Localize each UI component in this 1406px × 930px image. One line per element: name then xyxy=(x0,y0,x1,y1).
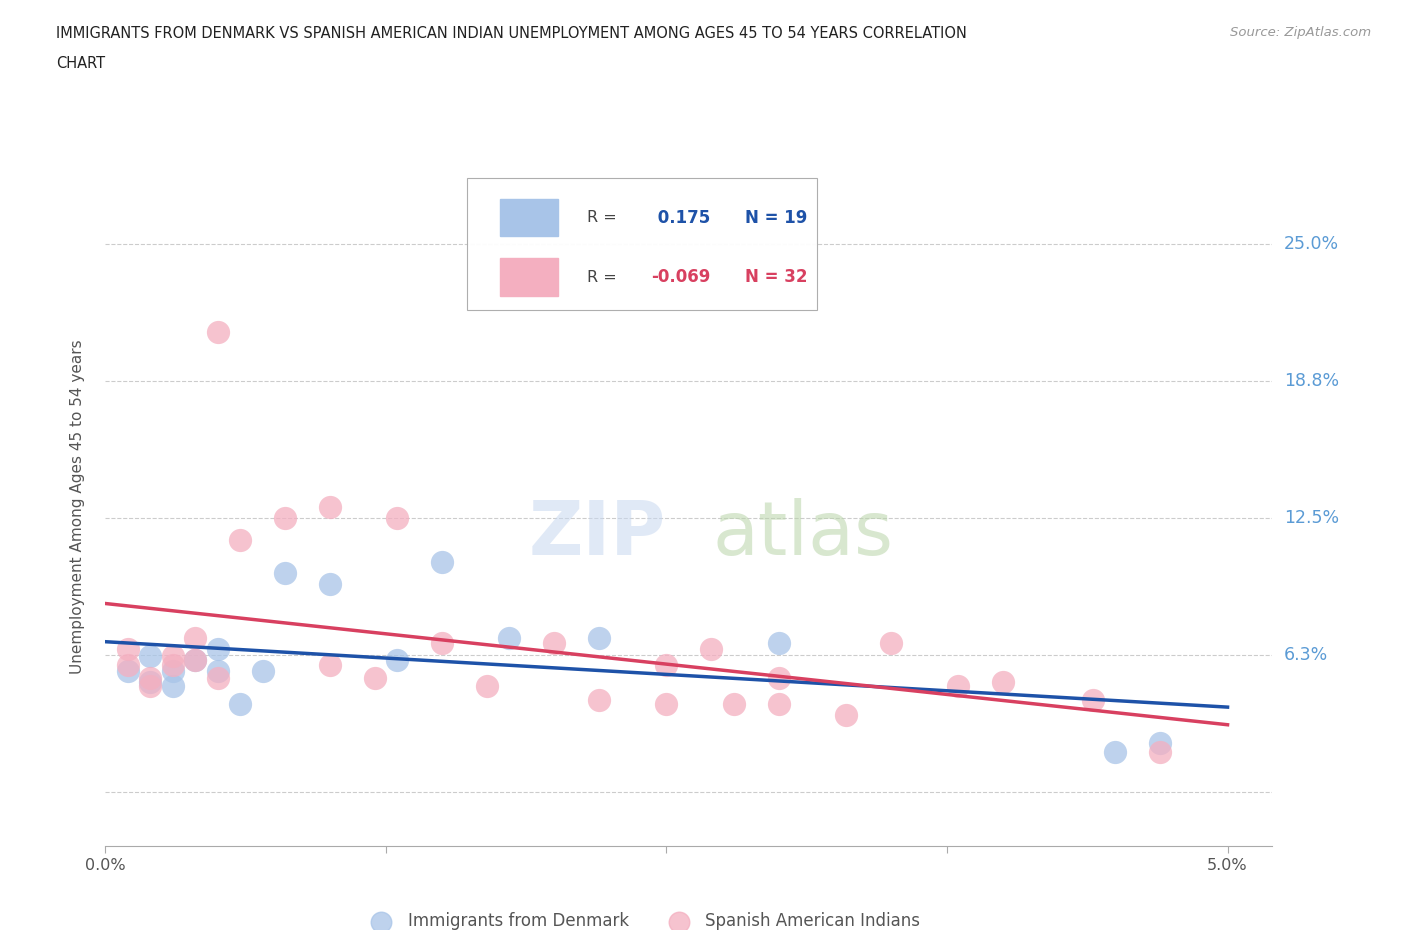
Point xyxy=(274,565,297,580)
Point xyxy=(162,679,184,694)
Text: Source: ZipAtlas.com: Source: ZipAtlas.com xyxy=(1230,26,1371,39)
Point xyxy=(229,532,252,547)
Point xyxy=(768,697,790,711)
Text: R =: R = xyxy=(588,210,617,225)
Point xyxy=(385,653,408,668)
Point xyxy=(207,325,229,339)
Point xyxy=(139,648,162,663)
Point xyxy=(588,631,610,645)
Point xyxy=(319,499,342,514)
Point xyxy=(835,708,858,723)
Point xyxy=(207,642,229,657)
Point xyxy=(252,664,274,679)
Text: 0.175: 0.175 xyxy=(651,208,710,227)
Point xyxy=(588,692,610,707)
Point xyxy=(1104,745,1126,760)
Point xyxy=(184,653,207,668)
Point xyxy=(184,653,207,668)
Point xyxy=(948,679,970,694)
Point xyxy=(385,511,408,525)
Text: CHART: CHART xyxy=(56,56,105,71)
Point xyxy=(184,631,207,645)
Legend: Immigrants from Denmark, Spanish American Indians: Immigrants from Denmark, Spanish America… xyxy=(357,906,927,930)
Point xyxy=(117,664,139,679)
Point xyxy=(117,658,139,672)
Text: IMMIGRANTS FROM DENMARK VS SPANISH AMERICAN INDIAN UNEMPLOYMENT AMONG AGES 45 TO: IMMIGRANTS FROM DENMARK VS SPANISH AMERI… xyxy=(56,26,967,41)
Point xyxy=(319,658,342,672)
Point xyxy=(207,664,229,679)
Text: N = 32: N = 32 xyxy=(745,268,807,286)
Text: 18.8%: 18.8% xyxy=(1284,372,1339,390)
Text: atlas: atlas xyxy=(713,498,893,570)
Text: 6.3%: 6.3% xyxy=(1284,645,1327,664)
Point xyxy=(498,631,520,645)
Point xyxy=(543,635,565,650)
Point xyxy=(364,671,387,685)
Point xyxy=(880,635,903,650)
Point xyxy=(430,635,453,650)
Point xyxy=(274,511,297,525)
Point xyxy=(229,697,252,711)
Point xyxy=(1081,692,1104,707)
Point xyxy=(768,671,790,685)
Point xyxy=(207,671,229,685)
Point xyxy=(768,635,790,650)
Point xyxy=(475,679,498,694)
Point xyxy=(162,658,184,672)
FancyBboxPatch shape xyxy=(467,178,817,310)
Text: 12.5%: 12.5% xyxy=(1284,509,1339,526)
Bar xyxy=(501,259,558,296)
Text: 25.0%: 25.0% xyxy=(1284,235,1339,253)
Point xyxy=(117,642,139,657)
Point xyxy=(655,697,678,711)
Point xyxy=(700,642,723,657)
Point xyxy=(139,679,162,694)
Text: N = 19: N = 19 xyxy=(745,208,807,227)
Point xyxy=(655,658,678,672)
Point xyxy=(139,674,162,689)
Text: -0.069: -0.069 xyxy=(651,268,711,286)
Point xyxy=(1149,745,1171,760)
Point xyxy=(723,697,745,711)
Text: ZIP: ZIP xyxy=(529,498,665,570)
Point xyxy=(162,648,184,663)
Point xyxy=(139,671,162,685)
Point xyxy=(319,576,342,591)
Point xyxy=(1149,736,1171,751)
Bar xyxy=(501,199,558,236)
Y-axis label: Unemployment Among Ages 45 to 54 years: Unemployment Among Ages 45 to 54 years xyxy=(70,339,84,674)
Point xyxy=(991,674,1014,689)
Text: R =: R = xyxy=(588,270,617,285)
Point xyxy=(430,554,453,569)
Point xyxy=(162,664,184,679)
